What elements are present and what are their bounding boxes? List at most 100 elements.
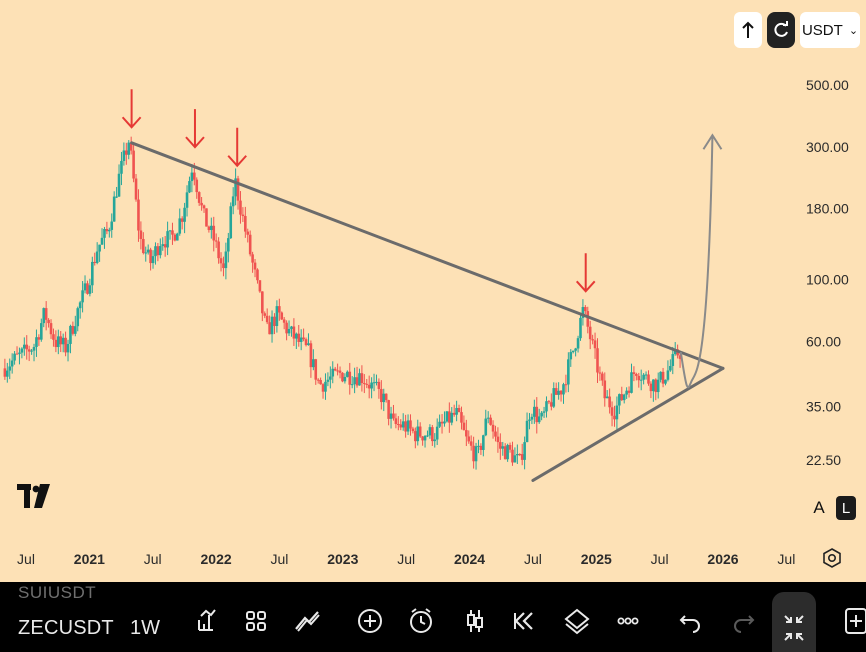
reset-chart-button[interactable] — [767, 12, 795, 48]
replay-icon[interactable] — [510, 606, 540, 636]
candle-body — [66, 343, 70, 353]
candle-body — [630, 372, 633, 393]
price-chart[interactable]: 22.5035.0060.00100.00180.00300.00500.00 … — [0, 0, 866, 582]
candle-body — [295, 333, 298, 339]
settings-icon[interactable] — [822, 548, 842, 568]
projection-curve — [679, 135, 714, 389]
symbol-button[interactable]: ZECUSDT — [18, 617, 114, 639]
candle-body — [562, 384, 565, 395]
add-icon[interactable] — [355, 606, 385, 636]
candle-body — [74, 326, 77, 334]
layouts-icon[interactable] — [241, 606, 271, 636]
candle-body — [537, 416, 541, 423]
candle-body — [450, 412, 454, 423]
candle-body — [656, 379, 660, 393]
candle-body — [188, 181, 191, 193]
fullscreen-button[interactable] — [772, 592, 816, 652]
candle-body — [40, 323, 43, 340]
candle-body — [620, 394, 624, 401]
candle-body — [479, 445, 483, 450]
resistance-trendline[interactable] — [130, 141, 725, 370]
candle-body — [129, 142, 133, 151]
candle-body — [234, 178, 237, 197]
candle-body — [224, 251, 228, 269]
candle-body — [183, 207, 186, 222]
candle-body — [229, 206, 233, 239]
candle-body — [486, 417, 490, 419]
candle-body — [76, 308, 80, 327]
candle-body — [139, 230, 143, 239]
interval-button[interactable]: 1W — [130, 617, 160, 639]
candle-body — [367, 384, 371, 389]
more-icon[interactable] — [613, 606, 643, 636]
candle-body — [528, 419, 531, 421]
candle-body — [142, 238, 145, 253]
auto-scale-button[interactable]: A — [813, 498, 825, 517]
candle-body — [523, 442, 526, 460]
candle-body — [91, 261, 94, 286]
x-tick-label: Jul — [271, 551, 289, 567]
candle-body — [32, 346, 36, 351]
candle-body — [338, 370, 342, 373]
candle-body — [377, 381, 381, 389]
add-panel-icon[interactable] — [842, 606, 866, 636]
currency-select[interactable]: USDT ⌄ — [800, 12, 860, 48]
candle-body — [382, 393, 386, 403]
candle-body — [319, 380, 322, 385]
candle-body — [516, 454, 519, 456]
candle-body — [132, 150, 135, 179]
candle-body — [239, 200, 242, 215]
y-tick-label: 22.50 — [806, 452, 841, 468]
y-tick-label: 35.00 — [806, 399, 841, 415]
log-scale-button[interactable]: L — [836, 496, 856, 520]
candle-body — [108, 229, 111, 232]
candle-body — [316, 379, 320, 381]
candle-body — [411, 428, 415, 432]
chart-area[interactable]: 22.50 35.00 60.00 100.00 180.00 300.00 500.00 … — [0, 0, 866, 582]
x-tick-label: Jul — [524, 551, 542, 567]
alert-icon[interactable] — [406, 606, 436, 636]
candle-body — [533, 406, 536, 417]
candle-body — [664, 379, 667, 384]
candle-body — [151, 256, 155, 264]
x-tick-label: 2022 — [201, 551, 232, 567]
candle-body — [440, 421, 444, 424]
scroll-to-top-button[interactable] — [734, 12, 762, 48]
candle-body — [647, 374, 650, 384]
candle-body — [329, 376, 332, 380]
x-tick-label: Jul — [651, 551, 669, 567]
undo-icon[interactable] — [676, 606, 706, 636]
candle-body — [273, 316, 276, 327]
candle-body — [678, 355, 682, 359]
candle-body — [217, 241, 220, 259]
candle-body — [25, 344, 29, 350]
candle-body — [256, 269, 259, 281]
candle-body — [166, 231, 169, 248]
candle-body — [88, 285, 92, 294]
candle-body — [146, 249, 150, 253]
candle-body — [380, 388, 383, 403]
reset-icon — [774, 21, 788, 37]
candle-body — [559, 390, 563, 395]
candle-body — [637, 375, 641, 381]
candle-body — [511, 449, 514, 463]
candle-body — [542, 411, 546, 413]
candle-body — [494, 431, 497, 437]
candle-body — [341, 372, 344, 382]
candle-body — [462, 422, 466, 431]
candle-body — [360, 373, 364, 384]
redo-icon[interactable] — [728, 606, 758, 636]
x-tick-label: Jul — [17, 551, 35, 567]
candle-body — [227, 238, 230, 252]
candle-body — [433, 439, 437, 442]
support-trendline[interactable] — [531, 366, 725, 482]
candle-type-icon[interactable] — [460, 606, 490, 636]
candle-body — [110, 221, 114, 230]
candle-body — [71, 325, 75, 334]
candle-body — [321, 384, 325, 392]
arrow-down-icon — [227, 127, 247, 168]
layers-icon[interactable] — [562, 606, 592, 636]
drawing-tools-icon[interactable] — [292, 606, 322, 636]
indicators-icon[interactable] — [192, 606, 222, 636]
candle-body — [484, 418, 488, 436]
